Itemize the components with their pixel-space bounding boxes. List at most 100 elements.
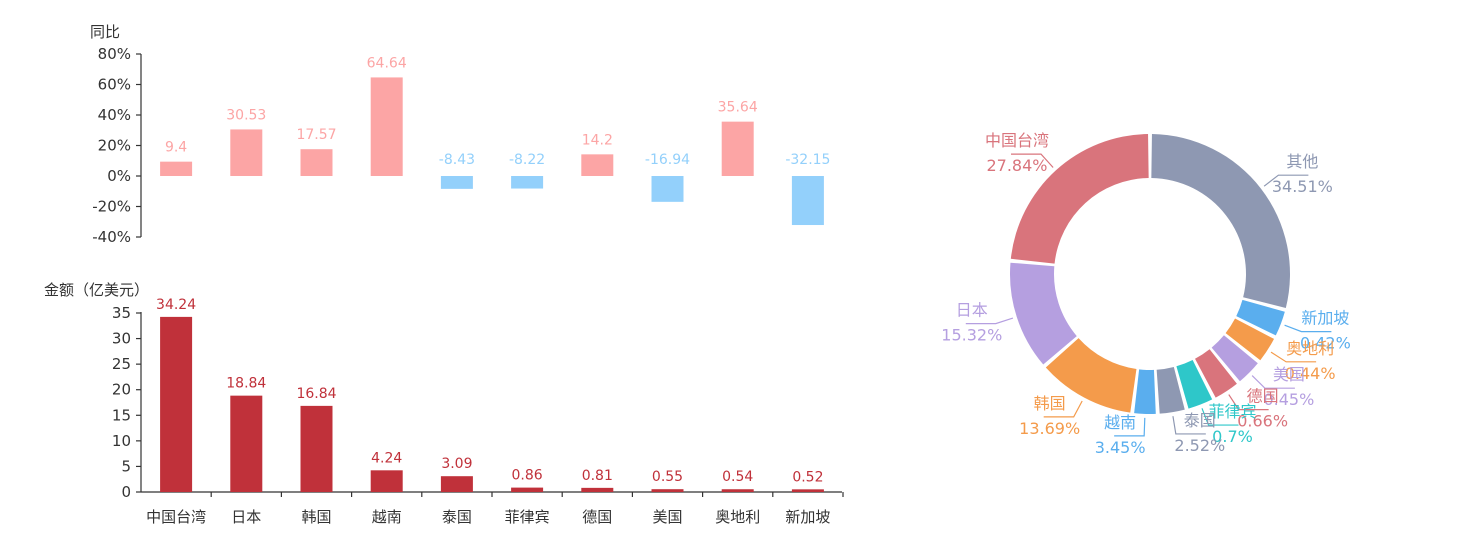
amount-bar — [511, 487, 544, 492]
amount-bar — [370, 470, 403, 492]
yoy-bar — [300, 149, 333, 176]
donut-slice-name: 新加坡 — [1301, 309, 1349, 328]
donut-leader-line — [1251, 375, 1295, 389]
donut-slice — [1236, 299, 1285, 336]
yoy-bar — [160, 161, 193, 176]
donut-slice-name: 奥地利 — [1286, 339, 1334, 358]
amount-bar — [440, 476, 473, 492]
donut-slice-percent: 27.84% — [986, 156, 1047, 175]
amount-value-label: 0.81 — [582, 468, 613, 484]
donut-slice-percent: 13.69% — [1019, 419, 1080, 438]
amount-category-label: 菲律宾 — [505, 508, 550, 526]
donut-slice-name: 日本 — [956, 301, 988, 320]
donut-leader-line — [1284, 324, 1332, 333]
yoy-value-label: 30.53 — [226, 107, 266, 123]
amount-value-label: 0.52 — [792, 469, 823, 485]
donut-slice-percent: 2.52% — [1174, 436, 1225, 455]
yoy-tick-label: 40% — [98, 106, 131, 124]
donut-slice-percent: 0.66% — [1237, 412, 1288, 431]
donut-slice — [1151, 134, 1291, 308]
yoy-bar — [721, 121, 754, 176]
yoy-value-labels: 9.4 30.53 17.57 64.64 -8.43 -8.22 14.2 -16.94 35… — [165, 55, 831, 168]
yoy-tick-label: 0% — [107, 167, 131, 185]
amount-value-label: 3.09 — [441, 456, 472, 472]
amount-value-label: 0.54 — [722, 469, 753, 485]
amount-category-label: 奥地利 — [715, 508, 760, 526]
amount-category-label: 日本 — [231, 508, 261, 526]
donut-slice-name: 韩国 — [1034, 394, 1066, 413]
amount-bars — [160, 316, 824, 492]
donut-slice — [1176, 360, 1213, 409]
amount-category-label: 泰国 — [442, 508, 472, 526]
yoy-bar — [440, 176, 473, 189]
donut-slice-name: 菲律宾 — [1208, 402, 1256, 421]
donut-slice-percent: 0.44% — [1285, 364, 1336, 383]
donut-slice — [1225, 318, 1275, 361]
amount-value-label: 0.86 — [512, 468, 543, 484]
amount-bar — [791, 489, 824, 492]
yoy-value-label: 17.57 — [296, 127, 336, 143]
yoy-tick-label: -40% — [92, 228, 131, 246]
yoy-y-axis-label: 同比 — [90, 23, 120, 41]
amount-category-label: 越南 — [372, 508, 402, 526]
amount-category-label: 美国 — [652, 508, 682, 526]
yoy-bar — [651, 176, 684, 202]
yoy-tick-label: -20% — [92, 198, 131, 216]
donut-slice-name: 美国 — [1273, 365, 1305, 384]
yoy-value-label: 9.4 — [165, 140, 187, 156]
amount-tick-label: 0 — [121, 483, 131, 501]
donut-leader-line — [1011, 153, 1054, 168]
donut-slice-name: 中国台湾 — [985, 131, 1049, 150]
amount-bar — [721, 489, 754, 492]
amount-tick-label: 10 — [112, 432, 131, 450]
amount-bar — [581, 487, 614, 492]
amount-tick-label: 5 — [121, 457, 131, 475]
yoy-value-label: -8.43 — [439, 152, 475, 168]
amount-category-labels: 中国台湾 日本 韩国 越南 泰国 菲律宾 德国 美国 奥地利 新加坡 — [146, 492, 844, 526]
yoy-bar — [581, 154, 614, 176]
yoy-value-label: 14.2 — [582, 132, 613, 148]
amount-value-label: 18.84 — [226, 376, 266, 392]
amount-category-label: 德国 — [582, 508, 612, 526]
yoy-bar — [791, 176, 824, 226]
amount-bar — [300, 405, 333, 492]
amount-tick-label: 30 — [112, 330, 131, 348]
donut-slice-name: 越南 — [1104, 413, 1136, 432]
donut-leader-line — [965, 317, 1014, 325]
yoy-value-label: -8.22 — [509, 152, 545, 168]
donut-leader-line — [1201, 408, 1239, 426]
donut-leader-line — [1263, 174, 1309, 187]
yoy-value-label: 35.64 — [718, 100, 758, 116]
amount-bar — [230, 395, 263, 492]
amount-value-label: 34.24 — [156, 297, 196, 313]
amount-value-labels: 34.24 18.84 16.84 4.24 3.09 0.86 0.81 0.55 0.54 0… — [156, 297, 823, 485]
amount-value-label: 0.55 — [652, 469, 683, 485]
amount-y-axis-label: 金额（亿美元） — [44, 281, 149, 299]
share-donut-chart: 其他 34.51% 新加坡 0.42%奥地利 0.44%美国 0.45%德国 0.66%菲律… — [941, 131, 1351, 457]
amount-y-ticks: 0 5 10 15 20 25 30 35 — [112, 304, 141, 501]
amount-category-label: 韩国 — [301, 508, 331, 526]
amount-tick-label: 35 — [112, 304, 131, 322]
donut-slice-percent: 0.45% — [1263, 390, 1314, 409]
donut-slice — [1211, 335, 1258, 382]
donut-slice-percent: 34.51% — [1272, 177, 1333, 196]
donut-leader-line — [1043, 400, 1083, 418]
donut-slice — [1045, 338, 1137, 413]
yoy-tick-label: 60% — [98, 76, 131, 94]
yoy-bar — [511, 176, 544, 189]
donut-slice-name: 德国 — [1247, 387, 1279, 406]
yoy-value-label: -32.15 — [785, 152, 830, 168]
yoy-bars — [160, 77, 824, 226]
amount-value-label: 16.84 — [296, 386, 336, 402]
donut-slice-name: 泰国 — [1184, 411, 1216, 430]
donut-slice-percent: 0.42% — [1300, 334, 1351, 353]
amount-value-label: 4.24 — [371, 450, 402, 466]
amount-category-label: 新加坡 — [785, 508, 830, 526]
donut-leader-line — [1172, 416, 1206, 435]
yoy-tick-label: 80% — [98, 45, 131, 63]
donut-slice — [1195, 349, 1237, 398]
yoy-value-label: -16.94 — [645, 152, 690, 168]
amount-bar — [160, 316, 193, 492]
yoy-bar — [370, 77, 403, 176]
